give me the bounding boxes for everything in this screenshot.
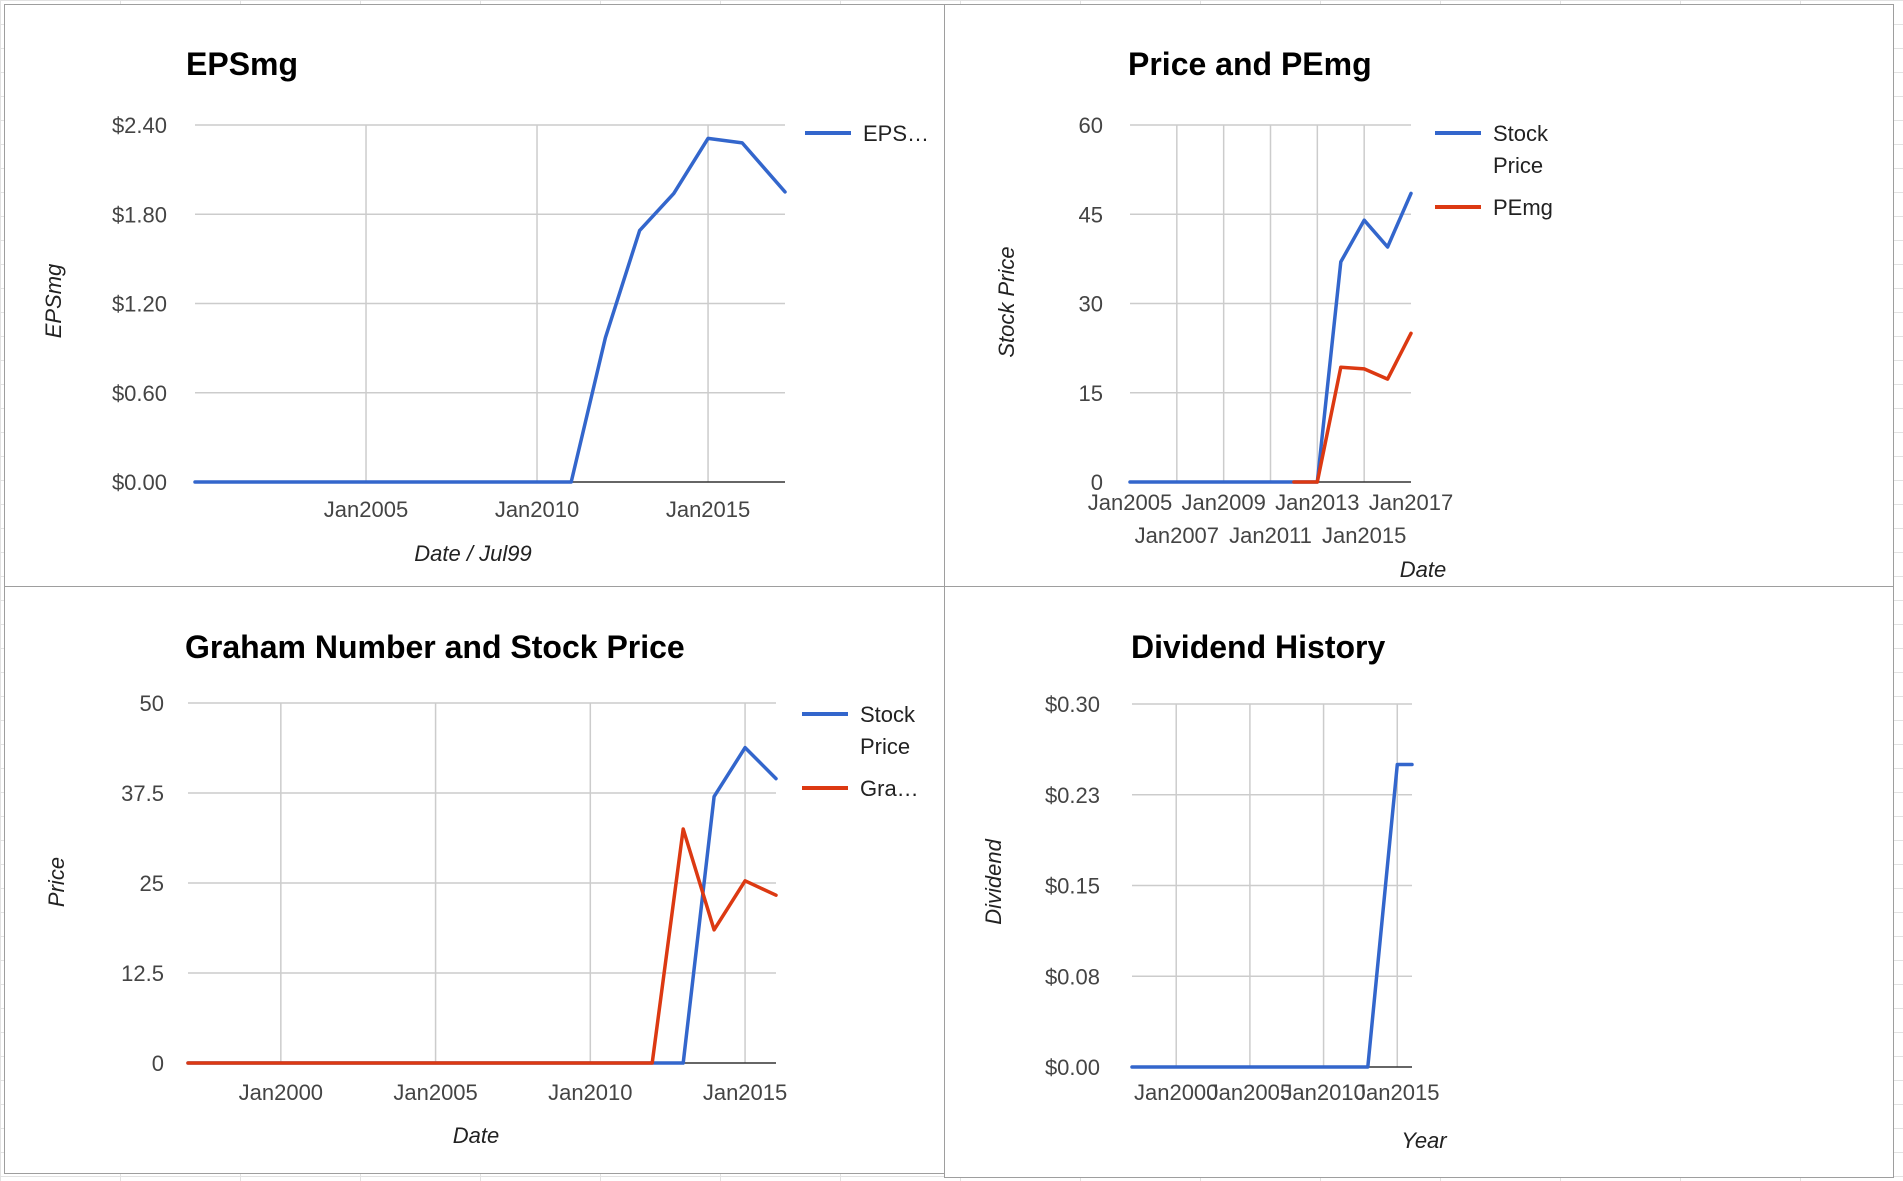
x-tick-label: Jan2015 [703, 1080, 787, 1105]
chart-title: Price and PEmg [1128, 46, 1372, 82]
chart-panel-graham-number: Graham Number and Stock Price 0 12.5 25 37.… [4, 586, 947, 1174]
x-axis-title: Date [1400, 557, 1446, 582]
y-tick-label: 0 [1091, 470, 1103, 495]
y-tick-label: 12.5 [121, 961, 164, 986]
legend-item-gra[interactable]: Gra… [802, 776, 919, 801]
x-tick-label: Jan2010 [495, 497, 579, 522]
legend-label: Stock Price [1493, 121, 1549, 178]
x-tick-label: Jan2007 [1135, 523, 1219, 548]
chart-svg: Price and PEmg 0 15 30 45 60 Jan2005 Jan2007 J… [994, 46, 1553, 582]
x-tick-label: Jan2005 [393, 1080, 477, 1105]
x-tick-label: Jan2005 [324, 497, 408, 522]
y-tick-label: $1.20 [112, 292, 167, 317]
legend-label: PEmg [1493, 195, 1553, 220]
series-line-eps [193, 136, 787, 484]
legend-item-stock-price[interactable]: Stock Price [1435, 121, 1549, 178]
y-tick-label: 37.5 [121, 781, 164, 806]
y-tick-label: $0.23 [1045, 783, 1100, 808]
chart-title: Graham Number and Stock Price [185, 629, 685, 665]
chart-svg: Dividend History $0.00 $0.08 $0.15 $0.23 $0.… [981, 629, 1448, 1153]
y-axis-title: Price [44, 857, 69, 907]
y-axis-title: EPSmg [41, 263, 66, 338]
chart-title: Dividend History [1131, 629, 1385, 665]
x-axis-title: Date [453, 1123, 499, 1148]
x-tick-label: Jan2011 [1229, 523, 1312, 548]
y-tick-label: 30 [1079, 292, 1103, 317]
x-tick-label: Jan2015 [1322, 523, 1406, 548]
series-line-stock-price [186, 745, 778, 1065]
x-tick-label: Jan2000 [1134, 1080, 1218, 1105]
y-tick-label: $0.00 [112, 470, 167, 495]
x-tick-label: Jan2005 [1208, 1080, 1292, 1105]
y-axis-title: Dividend [981, 838, 1006, 924]
y-tick-label: 15 [1079, 381, 1103, 406]
y-tick-label: 25 [140, 871, 164, 896]
y-tick-label: 50 [140, 691, 164, 716]
x-tick-label: Jan2005 [1088, 490, 1172, 515]
x-axis-title: Date / Jul99 [414, 541, 531, 566]
y-tick-label: 45 [1079, 202, 1103, 227]
chart-title: EPSmg [186, 46, 298, 82]
series-line-pemg [1292, 331, 1413, 484]
x-axis-title: Year [1401, 1128, 1448, 1153]
y-tick-label: $0.00 [1045, 1055, 1100, 1080]
legend-label: EPS… [863, 121, 929, 146]
legend-item-pemg[interactable]: PEmg [1435, 195, 1553, 220]
chart-svg: Graham Number and Stock Price 0 12.5 25 37.… [44, 629, 919, 1148]
y-tick-label: 60 [1079, 113, 1103, 138]
y-tick-label: $0.08 [1045, 964, 1100, 989]
y-tick-label: $0.60 [112, 381, 167, 406]
y-tick-label: $1.80 [112, 202, 167, 227]
chart-panel-dividend-history: Dividend History $0.00 $0.08 $0.15 $0.23 $0.… [944, 586, 1894, 1178]
y-tick-label: $0.15 [1045, 874, 1100, 899]
x-tick-label: Jan2015 [1355, 1080, 1439, 1105]
chart-panel-price-pemg: Price and PEmg 0 15 30 45 60 Jan2005 Jan2007 J… [944, 4, 1894, 588]
legend-label: Stock Price [860, 702, 916, 759]
legend-label: Gra… [860, 776, 919, 801]
series-line-stock-price [1128, 191, 1413, 484]
chart-panel-epsmg: EPSmg $0.00 $0.60 $1.20 $1.80 $2.40 Jan2005 J… [4, 4, 947, 588]
legend-item-eps[interactable]: EPS… [805, 121, 929, 146]
x-tick-label: Jan2015 [666, 497, 750, 522]
chart-svg: EPSmg $0.00 $0.60 $1.20 $1.80 $2.40 Jan2005 J… [41, 46, 929, 566]
series-line-gra [186, 827, 778, 1065]
y-axis-title: Stock Price [994, 246, 1019, 357]
y-tick-label: $2.40 [112, 113, 167, 138]
x-tick-label: Jan2009 [1181, 490, 1265, 515]
y-tick-label: 0 [152, 1051, 164, 1076]
series-line-series-1 [1130, 762, 1414, 1069]
x-tick-label: Jan2017 [1369, 490, 1453, 515]
x-tick-label: Jan2013 [1275, 490, 1359, 515]
x-tick-label: Jan2010 [1281, 1080, 1365, 1105]
y-tick-label: $0.30 [1045, 692, 1100, 717]
x-tick-label: Jan2000 [239, 1080, 323, 1105]
legend-item-stock-price[interactable]: Stock Price [802, 702, 916, 759]
x-tick-label: Jan2010 [548, 1080, 632, 1105]
